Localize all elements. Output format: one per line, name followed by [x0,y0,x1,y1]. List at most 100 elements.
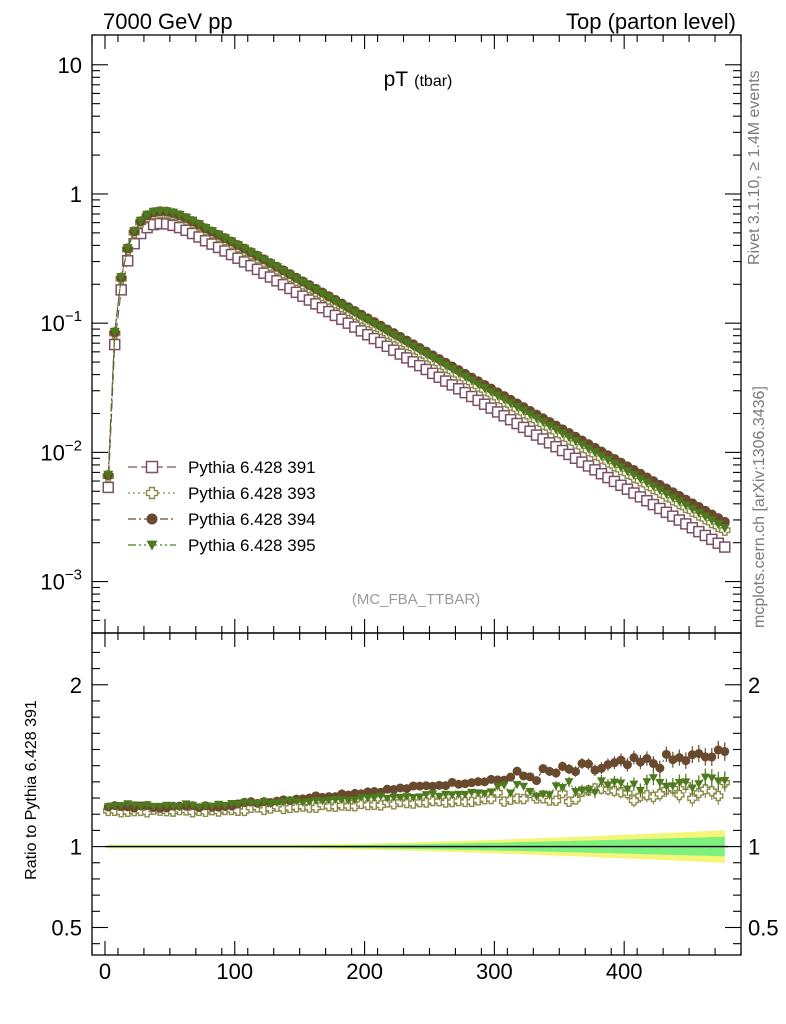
data-point [609,785,620,797]
data-point [700,773,710,782]
data-point [103,470,114,480]
main-annotation: (MC_FBA_TTBAR) [352,591,480,608]
data-point [440,361,451,371]
data-point [499,395,510,405]
data-point [493,782,503,791]
data-point [453,368,464,378]
data-point [492,391,503,401]
data-point [532,776,542,786]
data-point [337,796,347,805]
data-point [272,799,282,808]
data-point [525,788,535,797]
data-point [642,778,652,787]
data-point [654,486,665,496]
main-ytick-exp: −3 [65,567,82,584]
data-point [460,790,470,799]
data-point [317,289,328,299]
legend-label: Pythia 6.428 394 [188,510,316,529]
data-point [278,266,289,276]
data-point [661,782,671,791]
data-point [362,316,373,326]
data-point [629,753,639,763]
data-point [590,788,600,797]
data-point [551,782,561,791]
data-point [700,512,711,522]
data-point [356,312,367,322]
data-point [655,779,665,788]
main-ytick-exp: −2 [65,437,82,454]
main-title-text: pT [384,68,409,91]
data-point [291,797,301,806]
data-point [207,802,217,811]
data-point [668,782,678,791]
xtick-label: 200 [346,959,383,984]
data-point [323,293,334,303]
data-point [648,774,658,783]
data-point [486,774,496,784]
data-point [421,781,431,791]
data-point [240,798,250,807]
data-point [336,300,347,310]
data-point [532,792,542,801]
data-point [545,791,555,800]
data-point [661,749,671,759]
data-point [570,794,581,805]
data-point [687,784,697,793]
data-point [622,467,633,477]
header-right: Top (parton level) [566,9,736,34]
data-point [213,230,224,240]
data-point [512,402,523,412]
data-point [330,297,341,307]
ratio-ytick-label-right: 1 [748,835,760,860]
ratio-ytick-label: 0.5 [51,915,82,940]
data-point [648,482,659,492]
header-left: 7000 GeV pp [103,9,233,34]
data-point [246,799,256,808]
data-point [369,794,379,803]
data-point [349,308,360,318]
data-point [628,471,639,481]
data-point [168,802,178,811]
data-point [291,274,302,284]
data-point [116,801,126,811]
legend-item: Pythia 6.428 391 [128,458,316,477]
data-point [655,763,665,773]
main-ytick-exp: −1 [65,308,82,325]
data-point [382,794,392,804]
data-point [311,796,321,806]
ratio-ytick-label: 2 [70,673,82,698]
data-point [609,778,619,787]
data-point [369,319,380,329]
data-point [226,237,237,247]
data-point [550,795,562,806]
main-ytick-label: 10−1 [40,308,82,336]
data-point [434,357,445,367]
main-ytick-label: 1 [70,182,82,207]
data-point [265,259,276,269]
data-point [194,803,204,812]
data-point [506,772,516,782]
data-point [375,323,386,333]
data-point [558,784,568,793]
data-point [687,505,698,515]
data-point [389,793,399,802]
data-point [700,752,710,762]
data-point [719,523,730,533]
data-point [265,800,275,809]
data-point [602,455,613,465]
data-point [421,350,432,360]
data-point [146,513,158,525]
data-point [635,474,646,484]
data-point [635,786,645,796]
data-point [473,777,483,787]
data-point [298,798,308,807]
data-point [661,489,672,499]
data-point [648,759,658,769]
data-point [544,421,555,431]
data-point [220,801,230,810]
data-point [395,783,405,793]
data-point [467,788,477,798]
data-point [596,452,607,462]
data-point [220,234,231,244]
